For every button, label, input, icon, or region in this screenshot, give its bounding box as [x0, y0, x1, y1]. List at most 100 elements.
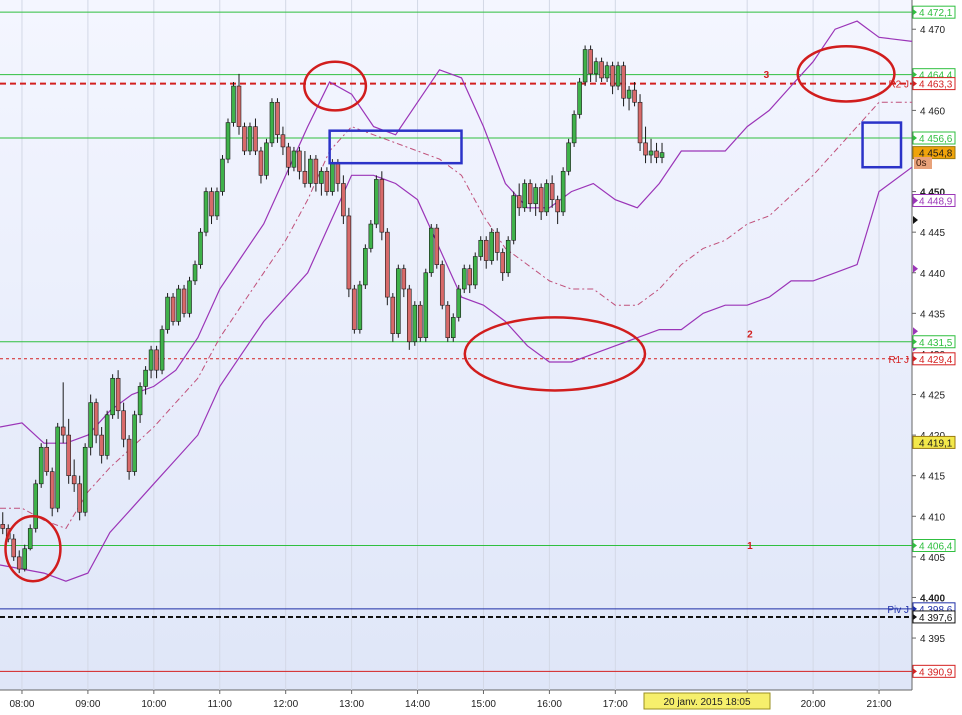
candle-body [88, 402, 93, 448]
price-badge [912, 146, 956, 160]
candle-body [423, 272, 429, 338]
candle-body [93, 402, 99, 436]
candle-body [231, 85, 236, 123]
candle-body [104, 414, 110, 456]
axis-marker [913, 264, 918, 273]
date-badge-text: 20 janv. 2015 18:05 [663, 697, 751, 708]
level-badge-arrow [913, 542, 917, 549]
candle-body [467, 268, 473, 286]
level-tag: R1 J [888, 355, 909, 366]
candle-body [203, 191, 209, 233]
candle-body [143, 369, 148, 387]
candle-body [137, 386, 143, 416]
candle-body [648, 150, 654, 156]
level-badge-label: 4 463,3 [919, 80, 953, 91]
candle-body [544, 183, 549, 213]
candle-body [330, 162, 335, 192]
annotation-number: 2 [747, 330, 753, 341]
price-badge [912, 435, 956, 449]
candle-body [253, 126, 258, 152]
level-badge-arrow [913, 9, 917, 16]
candle-body [588, 49, 593, 75]
candle-body [527, 183, 533, 205]
candle-body [110, 377, 115, 416]
price-tick-label: 4 445 [920, 228, 945, 239]
red-circle-marker [4, 515, 62, 583]
level-badge-label: 4 390,9 [919, 667, 953, 678]
bollinger-middle [0, 101, 912, 530]
candle-body [401, 268, 407, 290]
candle-body [533, 187, 538, 205]
candle-body [214, 191, 220, 217]
time-axis[interactable]: 08:00 09:00 10:00 11:00 12:00 13:00 14:00 15:00… [9, 690, 892, 710]
level-badge-arrow [913, 605, 917, 612]
blue-box-marker [861, 121, 903, 169]
candle-body [659, 152, 665, 158]
candle-body [82, 446, 88, 513]
candle-body [379, 179, 385, 233]
axis-marker [913, 215, 918, 224]
candle-body [264, 142, 269, 176]
candle-body [225, 122, 231, 160]
price-tick-label: 4.450 [920, 188, 945, 199]
candle-body [236, 85, 242, 127]
time-tick-label: 14:00 [405, 699, 430, 710]
candle-body [621, 65, 626, 99]
candle-body [220, 158, 225, 192]
level-badge-label: 4 398,6 [919, 605, 953, 616]
candle-body [209, 191, 214, 217]
time-tick-label: 20:00 [801, 699, 826, 710]
candle-body [247, 126, 253, 152]
candle-body [577, 81, 582, 115]
candle-body [396, 268, 401, 334]
price-tick-label: 4 415 [920, 472, 945, 483]
price-tick-label: 4 395 [920, 634, 945, 645]
level-badge-label: 4 464,4 [919, 71, 953, 82]
price-tick-label: 4 460 [920, 106, 945, 117]
price-tick-label: 4 405 [920, 553, 945, 564]
candle-body [654, 150, 659, 158]
price-tick-label: 4 440 [920, 269, 945, 280]
candle-body [582, 49, 588, 83]
candle-body [60, 426, 66, 436]
candle-body [187, 280, 192, 314]
level-badge-label: 4 406,4 [919, 542, 953, 553]
candle-body [27, 528, 33, 550]
candle-body [258, 150, 264, 176]
candle-body [632, 89, 637, 103]
candle-body [286, 146, 291, 168]
time-tick-label: 11:00 [208, 699, 233, 710]
candle-body [555, 199, 560, 213]
candle-body [560, 170, 566, 213]
candle-body [77, 483, 82, 513]
candle-body [192, 264, 198, 282]
candle-body [500, 252, 505, 274]
time-tick-label: 09:00 [75, 699, 100, 710]
candle-body [522, 183, 527, 209]
candle-body [115, 377, 121, 412]
candle-body [374, 179, 379, 225]
candle-body [44, 446, 49, 472]
candle-body [571, 114, 577, 144]
candle-body [308, 158, 313, 184]
price-tick-label: 4 410 [920, 512, 945, 523]
level-badge-arrow [913, 355, 917, 362]
candle-body [55, 426, 60, 509]
red-circle-marker [303, 60, 368, 112]
time-tick-label: 08:00 [9, 699, 34, 710]
candle-body [49, 471, 55, 509]
blue-box-marker [328, 129, 463, 165]
candle-body [242, 126, 247, 152]
candle-body [439, 264, 445, 306]
time-tick-label: 17:00 [603, 699, 628, 710]
price-badge-arrow [913, 196, 918, 205]
candle-body [198, 231, 203, 265]
candle-body [280, 134, 286, 148]
bollinger-upper [0, 20, 913, 444]
candle-body [418, 304, 423, 338]
candle-body [505, 239, 511, 274]
red-circle-marker [796, 45, 896, 103]
timer-badge-text: 0s [916, 158, 927, 169]
candle-body [71, 475, 77, 485]
candle-body [121, 410, 126, 440]
